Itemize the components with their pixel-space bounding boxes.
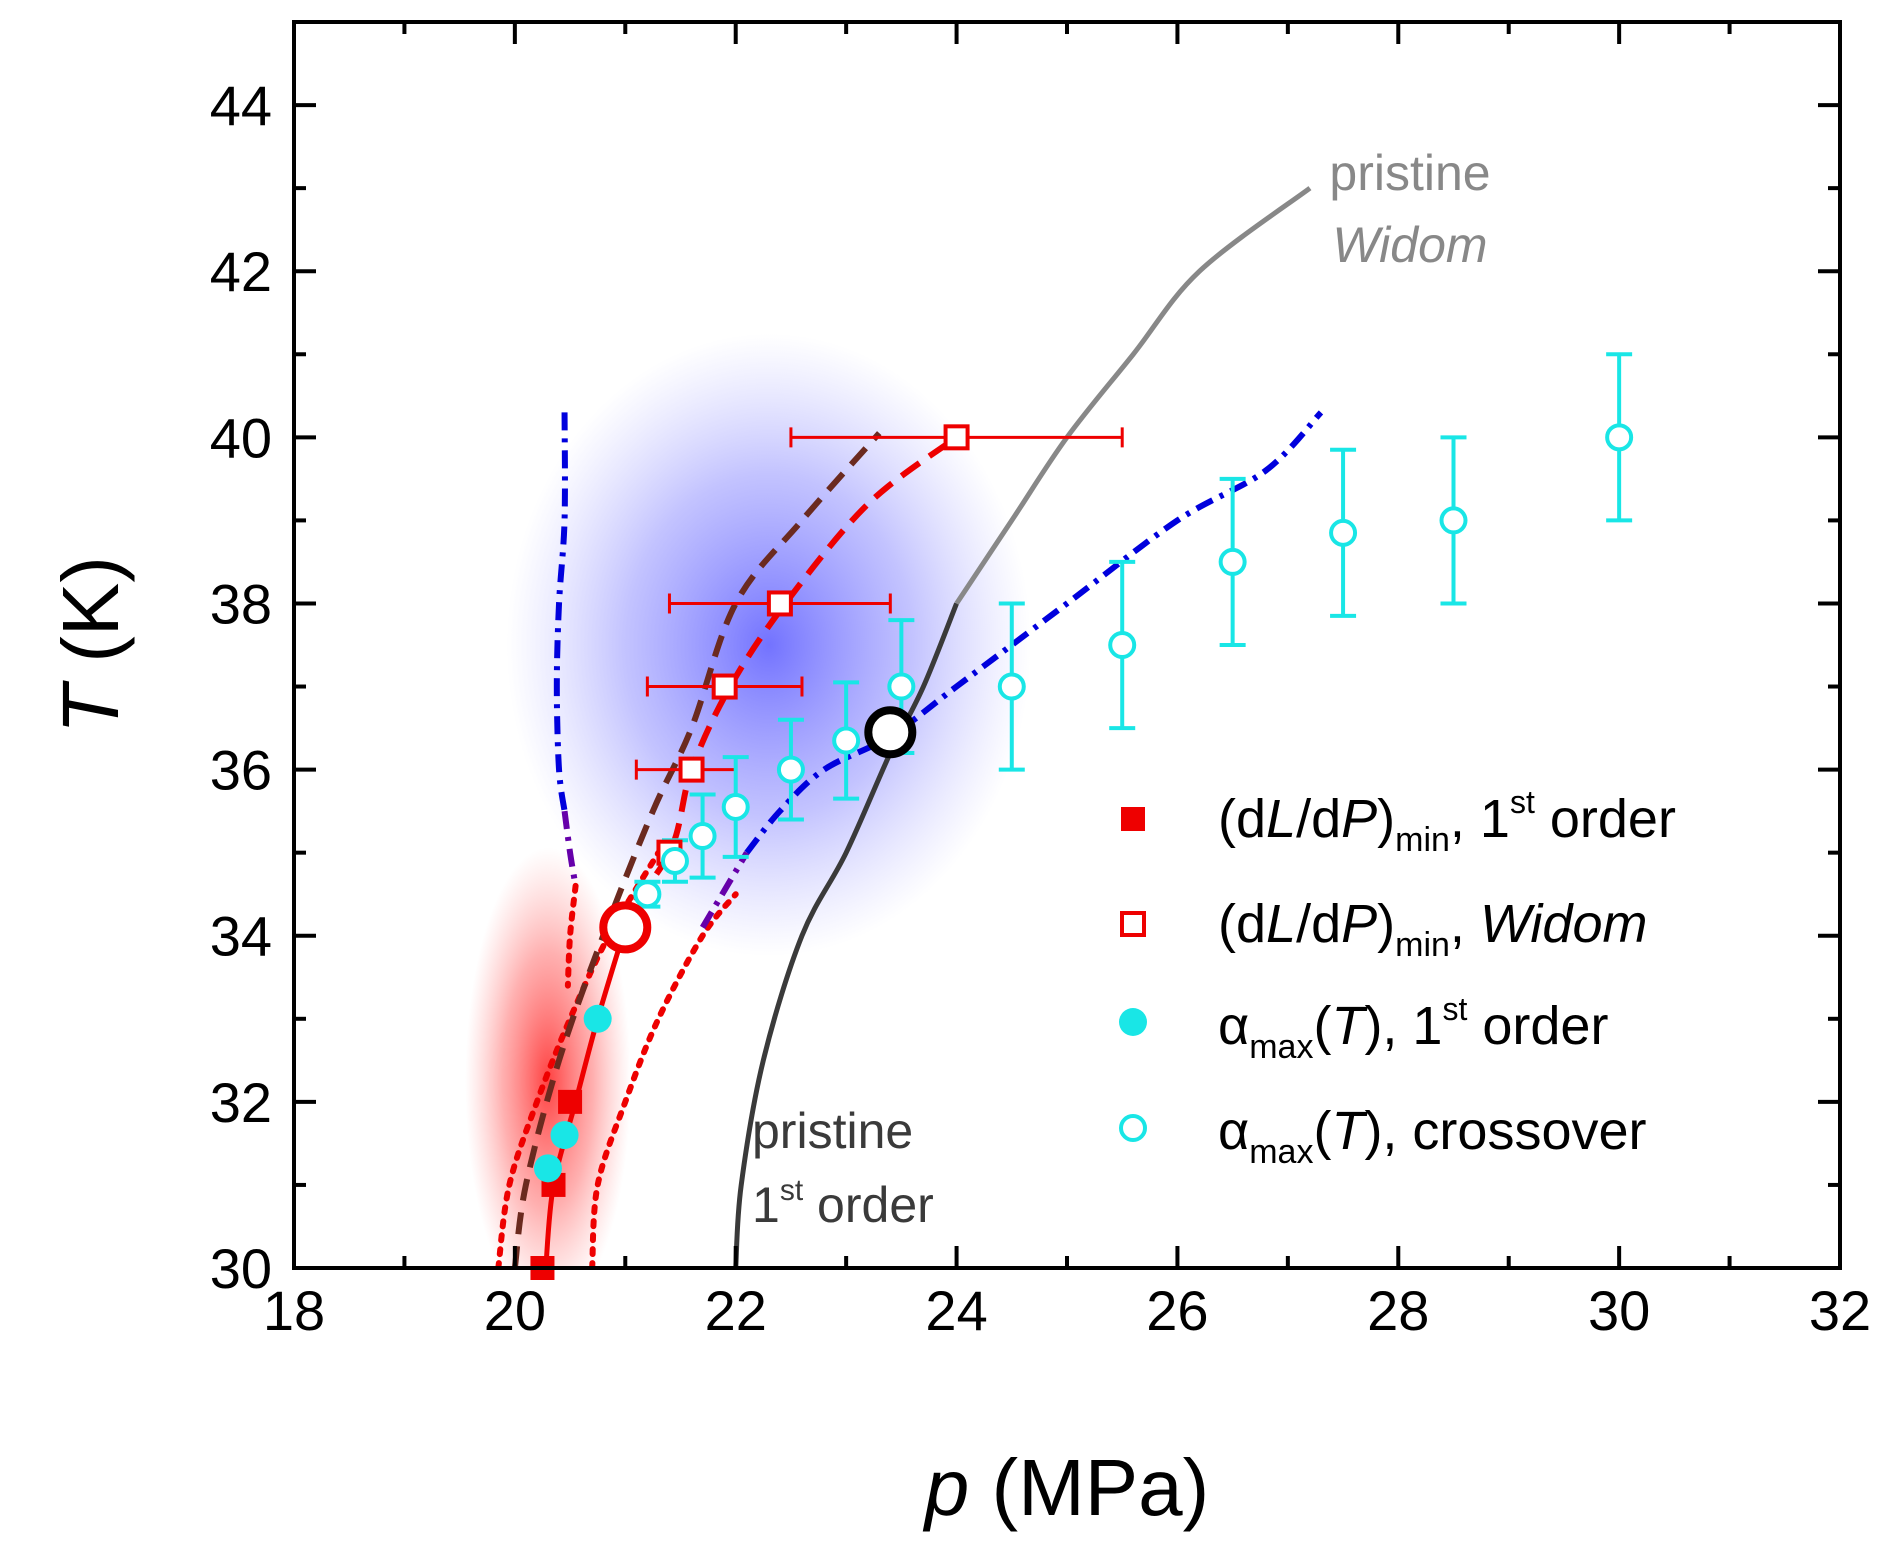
pristine-first-order-line1: pristine [752,1103,913,1159]
alpha-first-order-point-0 [533,1154,562,1183]
legend-marker-filled-square [1121,807,1145,831]
dldp-widom-point-4 [943,424,970,451]
black-critical-point [864,706,917,759]
alpha-crossover-point-4 [776,755,805,784]
alpha-first-order-point-1 [550,1121,579,1150]
alpha-crossover-point-2 [688,822,717,851]
dldp-widom-point-1 [678,756,705,783]
y-axis-title: T (K) [46,556,135,734]
legend-entry-dldp-first-order: (dL/dP)min, 1st order [1218,784,1676,859]
alpha-crossover-point-8 [1108,631,1137,659]
x-tick-label: 22 [705,1279,767,1342]
legend: (dL/dP)min, 1st order (dL/dP)min, Widom … [1119,784,1676,1171]
dldp-widom-point-2 [711,673,738,700]
axis-ticks: 18 20 22 24 26 28 30 32 30 32 34 36 38 40 42 44 [210,20,1871,1342]
x-axis-unit: (MPa) [969,1443,1209,1532]
pristine-widom-line2: Widom [1332,217,1487,273]
red-first-order-region [465,847,631,1268]
pristine-first-order-line [733,602,959,1268]
alpha-crossover-point-7 [997,672,1026,701]
y-axis-unit: (K) [46,556,135,685]
y-tick-label: 30 [210,1237,272,1300]
x-tick-label: 24 [925,1279,987,1342]
alpha-crossover-point-11 [1439,506,1468,535]
x-tick-label: 28 [1367,1279,1429,1342]
y-tick-label: 42 [210,240,272,303]
alpha-crossover-point-10 [1329,518,1358,547]
pristine-widom-line1: pristine [1329,145,1490,201]
pristine-widom-line [954,186,1312,605]
alpha-crossover-point-12 [1605,423,1634,452]
alpha-crossover-point-3 [721,792,750,821]
red-dotted-right [589,891,739,1268]
x-tick-label: 18 [263,1279,325,1342]
y-tick-label: 36 [210,739,272,802]
brown-dashed-line [511,431,882,1268]
alpha-first-order-point-2 [583,1004,612,1033]
alpha-crossover-point-0 [633,880,662,909]
legend-marker-filled-circle [1119,1008,1147,1036]
y-tick-label: 38 [210,572,272,635]
alpha-crossover-point-9 [1218,547,1247,576]
x-tick-label: 32 [1809,1279,1871,1342]
red-critical-point [599,901,652,954]
dldp-widom-point-3 [766,590,793,617]
red-dotted-left-top [564,882,579,989]
x-tick-label: 30 [1588,1279,1650,1342]
alpha-crossover-point-5 [832,726,861,755]
y-axis-symbol: T [46,680,135,734]
purple-dashdot-left [561,810,579,887]
legend-entry-alpha-crossover: αmax(T), crossover [1218,1101,1647,1171]
x-tick-label: 20 [484,1279,546,1342]
data-markers [530,423,1634,1280]
alpha-crossover-point-6 [887,672,916,701]
y-tick-label: 44 [210,74,272,137]
shaded-regions [465,333,1032,1268]
blue-supercritical-region [506,333,1032,957]
legend-marker-open-circle [1119,1114,1147,1142]
y-tick-label: 40 [210,406,272,469]
blue-dashdot-left [553,412,568,812]
critical-points [599,706,917,954]
annotation-pristine-widom: pristine Widom [1329,145,1490,273]
x-tick-label: 26 [1146,1279,1208,1342]
legend-marker-open-square [1120,911,1146,937]
y-tick-label: 34 [210,905,272,968]
alpha-crossover-point-1 [660,846,689,875]
legend-entry-alpha-first-order: αmax(T), 1st order [1218,991,1608,1066]
annotation-pristine-first-order: pristine 1st order [752,1103,934,1233]
x-axis-title: p (MPa) [923,1443,1210,1532]
x-axis-symbol: p [923,1443,970,1532]
y-tick-label: 32 [210,1071,272,1134]
legend-entry-dldp-widom: (dL/dP)min, Widom [1218,894,1647,964]
blue-dashdot-right [744,410,1324,855]
pristine-first-order-line2: 1st order [752,1174,934,1233]
dldp-first-order-point-2 [558,1089,583,1114]
